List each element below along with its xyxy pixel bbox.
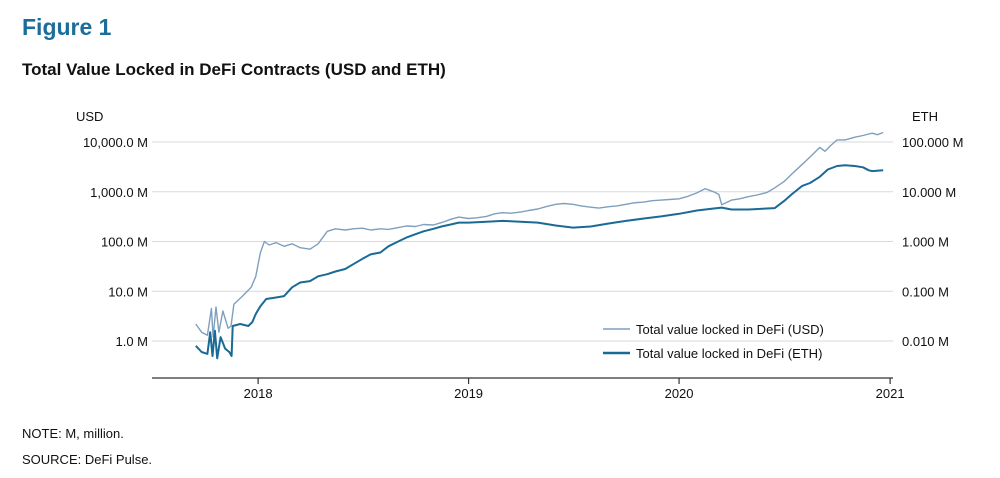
left-tick-label: 1,000.0 M	[90, 185, 148, 200]
right-tick-label: 1.000 M	[902, 235, 949, 250]
right-tick-label: 100.000 M	[902, 135, 963, 150]
right-tick-label: 0.100 M	[902, 284, 949, 299]
note-text: NOTE: M, million.	[22, 426, 124, 441]
gridlines	[152, 141, 893, 342]
eth-series-line	[195, 164, 884, 360]
axes: USD ETH 1.0 M 10.0 M 100.0 M 1,000.0 M 10,000.…	[76, 109, 963, 401]
x-tick-label: 2021	[876, 386, 905, 401]
series-lines	[195, 131, 884, 360]
left-tick-label: 10.0 M	[108, 284, 148, 299]
figure-label: Figure 1	[22, 14, 112, 40]
legend: Total value locked in DeFi (USD) Total va…	[603, 322, 824, 361]
legend-label: Total value locked in DeFi (USD)	[636, 322, 824, 337]
right-tick-label: 0.010 M	[902, 334, 949, 349]
x-tick-label: 2020	[665, 386, 694, 401]
source-text: SOURCE: DeFi Pulse.	[22, 452, 153, 467]
right-tick-label: 10.000 M	[902, 185, 956, 200]
left-tick-label: 10,000.0 M	[83, 135, 148, 150]
left-tick-label: 100.0 M	[101, 235, 148, 250]
right-axis-title: ETH	[912, 109, 938, 124]
usd-series-line	[195, 131, 884, 338]
x-tick-label: 2018	[244, 386, 273, 401]
left-tick-label: 1.0 M	[115, 334, 148, 349]
x-tick-label: 2019	[454, 386, 483, 401]
legend-label: Total value locked in DeFi (ETH)	[636, 346, 822, 361]
left-axis-title: USD	[76, 109, 103, 124]
chart-title: Total Value Locked in DeFi Contracts (US…	[22, 60, 446, 79]
